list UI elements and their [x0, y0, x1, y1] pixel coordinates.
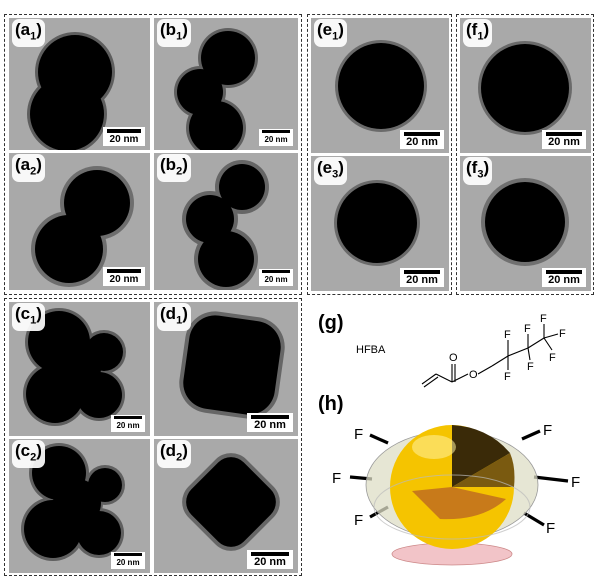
trimer-particle-image — [182, 160, 269, 290]
tetramer-particle-image — [21, 443, 125, 561]
atom-f6: F — [559, 328, 566, 340]
tem-panel-f1: (f1) 20 nm — [460, 18, 591, 153]
cube-particle-image — [182, 453, 280, 551]
scale-bar-d2: 20 nm — [247, 550, 293, 569]
panel-label-a2: (a2) — [12, 154, 45, 183]
panel-label-c2: (c2) — [12, 440, 45, 469]
tem-panel-e1: (e1) 20 nm — [311, 18, 449, 153]
tem-panel-f3: (f3) 20 nm — [460, 156, 591, 291]
panel-label-e1: (e1) — [314, 19, 347, 48]
dimer-particle-image — [27, 32, 115, 150]
panel-label-b1: (b1) — [157, 19, 191, 48]
atom-o-ester: O — [469, 369, 478, 381]
tem-panel-b1: (b1) 20 nm — [154, 18, 298, 150]
panel-label-d2: (d2) — [157, 440, 191, 469]
fluorine-label: F — [546, 520, 555, 537]
scale-bar-c2: 20 nm — [111, 552, 145, 569]
tem-panel-d1: (d1) 20 nm — [154, 302, 298, 436]
panel-label-e3: (e3) — [314, 157, 347, 186]
panel-label-d1: (d1) — [157, 303, 191, 332]
panel-label-b2: (b2) — [157, 154, 191, 183]
core-cutaway — [452, 425, 510, 487]
scale-bar-e1: 20 nm — [400, 130, 444, 149]
group-frame-ab — [4, 14, 302, 295]
tem-panel-b2: (b2) 20 nm — [154, 153, 298, 290]
fluorine-label: F — [571, 474, 580, 491]
panel-label-f1: (f1) — [463, 19, 493, 48]
scale-bar-d1: 20 nm — [247, 413, 293, 432]
tem-panel-c1: (c1) 20 nm — [9, 302, 150, 436]
scale-bar-c1: 20 nm — [111, 415, 145, 432]
hfba-structure: HFBA O O F F F F F F F — [352, 312, 572, 392]
atom-f7: F — [549, 352, 556, 364]
scale-bar-b1: 20 nm — [259, 129, 293, 146]
tem-panel-a2: (a2) 20 nm — [9, 153, 150, 290]
core-shell-model: F F F F F F F — [310, 395, 595, 576]
atom-f3: F — [524, 323, 531, 335]
scale-bar-a2: 20 nm — [103, 267, 145, 286]
dimer-particle-image — [31, 166, 134, 287]
scale-bar-b2: 20 nm — [259, 269, 293, 286]
tem-panel-d2: (d2) 20 nm — [154, 439, 298, 573]
panel-label-h: (h) — [318, 393, 344, 415]
sphere-particle-image — [481, 178, 569, 266]
trimer-particle-image — [174, 28, 258, 150]
fluorine-label: F — [543, 422, 552, 439]
group-frame-e — [307, 14, 452, 295]
group-frame-f — [456, 14, 594, 295]
fluorine-label: F — [354, 426, 363, 443]
scale-bar-a1: 20 nm — [103, 127, 145, 146]
atom-f4: F — [527, 361, 534, 373]
scale-bar-e3: 20 nm — [400, 268, 444, 287]
tem-panel-c2: (c2) 20 nm — [9, 439, 150, 573]
tem-panel-e3: (e3) 20 nm — [311, 156, 449, 291]
fluorine-label: F — [354, 512, 363, 529]
cube-particle-image — [179, 311, 285, 419]
sphere-particle-image — [478, 41, 572, 135]
panel-label-c1: (c1) — [12, 303, 45, 332]
panel-label-g: (g) — [318, 312, 344, 334]
tem-panel-a1: (a1) 20 nm — [9, 18, 150, 150]
atom-f1: F — [504, 329, 511, 341]
scale-bar-f3: 20 nm — [542, 268, 586, 287]
atom-o-carbonyl: O — [449, 352, 458, 364]
sphere-particle-image — [334, 180, 420, 266]
fluorine-label: F — [332, 470, 341, 487]
sphere-particle-image — [335, 40, 427, 132]
atom-f2: F — [504, 371, 511, 383]
atom-f5: F — [540, 313, 547, 325]
panel-label-f3: (f3) — [463, 157, 493, 186]
panel-label-a1: (a1) — [12, 19, 45, 48]
scale-bar-f1: 20 nm — [542, 130, 586, 149]
hfba-name: HFBA — [356, 344, 386, 356]
